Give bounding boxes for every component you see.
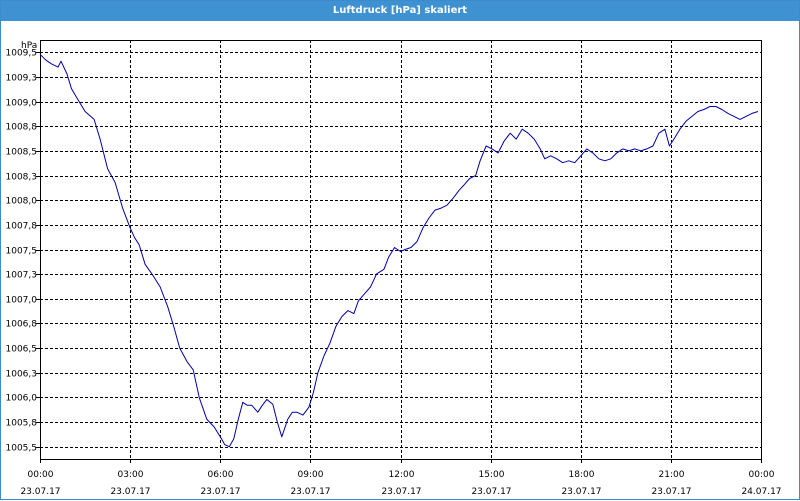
x-tick-time-label: 12:00 [389, 470, 415, 480]
y-tick-label: 1008,0 [6, 197, 38, 207]
y-axis-unit-label: hPa [21, 41, 37, 51]
x-tick-date-label: 23.07.17 [561, 487, 601, 497]
y-tick-label: 1006,0 [6, 394, 38, 404]
x-tick-time-label: 21:00 [659, 470, 685, 480]
y-axis-ticks: 1009,5 1009,3 1009,0 1008,8 1008,5 1008,3 1008… [6, 49, 40, 454]
x-tick-date-label: 24.07.17 [741, 487, 781, 497]
x-tick-date-label: 23.07.17 [20, 487, 60, 497]
y-tick-label: 1007,8 [6, 222, 38, 232]
x-tick-time-label: 00:00 [28, 470, 54, 480]
y-tick-label: 1009,5 [6, 49, 38, 59]
x-tick-date-label: 23.07.17 [110, 487, 150, 497]
y-tick-label: 1008,5 [6, 148, 38, 158]
y-tick-label: 1008,3 [6, 173, 38, 183]
x-tick-date-label: 23.07.17 [200, 487, 240, 497]
y-tick-label: 1005,8 [6, 419, 38, 429]
x-tick-time-label: 03:00 [118, 470, 144, 480]
x-tick-time-label: 09:00 [298, 470, 324, 480]
y-tick-label: 1009,3 [6, 74, 38, 84]
y-tick-label: 1006,5 [6, 345, 38, 355]
window-title: Luftdruck [hPa] skaliert [1, 1, 799, 21]
y-tick-label: 1009,0 [6, 99, 38, 109]
x-tick-date-label: 23.07.17 [651, 487, 691, 497]
y-tick-label: 1006,8 [6, 320, 38, 330]
y-tick-label: 1007,5 [6, 247, 38, 257]
y-tick-label: 1008,8 [6, 123, 38, 133]
y-tick-label: 1007,0 [6, 296, 38, 306]
x-tick-time-label: 00:00 [749, 470, 775, 480]
x-tick-date-label: 23.07.17 [471, 487, 511, 497]
grid [40, 40, 761, 459]
y-tick-label: 1007,3 [6, 271, 38, 281]
x-tick-time-label: 18:00 [569, 470, 595, 480]
y-tick-label: 1006,3 [6, 370, 38, 380]
series [39, 53, 759, 448]
x-axis-ticks: 00:00 23.07.17 03:00 23.07.17 06:00 23.07.17 0… [20, 459, 782, 497]
x-tick-date-label: 23.07.17 [290, 487, 330, 497]
series-line-pressure [39, 53, 759, 448]
x-tick-date-label: 23.07.17 [381, 487, 421, 497]
y-tick-label: 1005,5 [6, 444, 38, 454]
x-tick-time-label: 06:00 [208, 470, 234, 480]
x-tick-time-label: 15:00 [479, 470, 505, 480]
